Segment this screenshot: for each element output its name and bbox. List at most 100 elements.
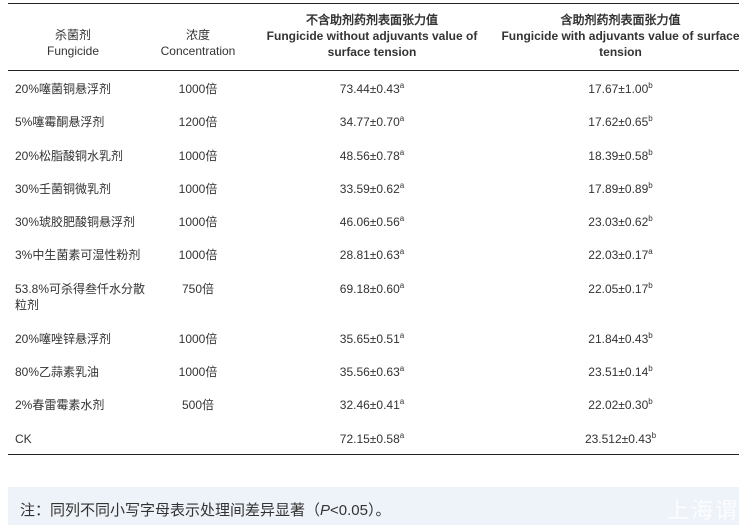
- value: 17.89±0.89: [588, 181, 649, 196]
- significance-letter: a: [399, 280, 405, 290]
- significance-letter: a: [399, 364, 405, 374]
- value: 28.81±0.63: [339, 248, 400, 263]
- value: 35.56±0.63: [339, 365, 400, 380]
- cell-concentration: 1200倍: [178, 115, 218, 130]
- cell-with-adjuvants: 22.02±0.30b: [498, 397, 739, 413]
- cell-with-adjuvants: 22.03±0.17a: [498, 247, 739, 263]
- table-row: 30%琥胶肥酸铜悬浮剂 1000倍 46.06±0.56a 23.03±0.62b: [8, 204, 739, 237]
- cell-without-adjuvants: 35.65±0.51a: [253, 331, 491, 347]
- value: 22.02±0.30: [588, 398, 649, 413]
- value: 21.84±0.43: [588, 331, 649, 346]
- table-row: 5%噻霉酮悬浮剂 1200倍 34.77±0.70a 17.62±0.65b: [8, 104, 739, 137]
- header-fungicide: 杀菌剂 Fungicide: [8, 27, 138, 59]
- value: 22.03±0.17: [588, 248, 649, 263]
- cell-fungicide: 30%壬菌铜微乳剂: [15, 181, 112, 196]
- cell-without-adjuvants: 32.46±0.41a: [253, 397, 491, 413]
- table-row: 20%噻菌铜悬浮剂 1000倍 73.44±0.43a 17.67±1.00b: [8, 71, 739, 104]
- significance-letter: a: [399, 81, 405, 90]
- cell-without-adjuvants: 69.18±0.60a: [253, 281, 491, 297]
- data-table: 杀菌剂 Fungicide 浓度 Concentration 不含助剂药剂表面张力值…: [8, 3, 739, 455]
- significance-letter: b: [648, 214, 653, 224]
- value: 69.18±0.60: [339, 281, 400, 296]
- significance-letter: a: [399, 147, 405, 157]
- significance-letter: b: [648, 364, 653, 374]
- cell-concentration: 1000倍: [178, 331, 218, 346]
- header-with-adjuvants: 含助剂药剂表面张力值 Fungicide with adjuvants value…: [498, 12, 739, 60]
- value: 48.56±0.78: [339, 148, 400, 163]
- value: 46.06±0.56: [339, 215, 400, 230]
- significance-letter: a: [399, 397, 405, 407]
- cell-fungicide: 30%琥胶肥酸铜悬浮剂: [15, 215, 136, 230]
- table-row: 80%乙蒜素乳油 1000倍 35.56±0.63a 23.51±0.14b: [8, 354, 739, 387]
- footnote: 注：同列不同小写字母表示处理间差异显著（P<0.05）。 上海谓: [8, 487, 739, 525]
- significance-letter: b: [651, 430, 657, 440]
- header-en: Fungicide: [46, 44, 100, 58]
- footnote-suffix: <0.05）。: [330, 502, 391, 519]
- significance-letter: b: [648, 280, 653, 290]
- value: 33.59±0.62: [339, 181, 400, 196]
- significance-letter: b: [648, 330, 653, 340]
- value: 23.51±0.14: [588, 365, 649, 380]
- table-body: 20%噻菌铜悬浮剂 1000倍 73.44±0.43a 17.67±1.00b 5%噻霉…: [8, 71, 739, 454]
- cell-with-adjuvants: 23.512±0.43b: [498, 431, 739, 447]
- table-row: 2%春雷霉素水剂 500倍 32.46±0.41a 22.02±0.30b: [8, 387, 739, 420]
- table-row: 20%松脂酸铜水乳剂 1000倍 48.56±0.78a 18.39±0.58b: [8, 138, 739, 171]
- significance-letter: a: [399, 247, 405, 257]
- header-en: Fungicide without adjuvants value of sur…: [266, 29, 478, 59]
- significance-letter: b: [648, 114, 653, 124]
- cell-with-adjuvants: 23.03±0.62b: [498, 214, 739, 230]
- value: 17.62±0.65: [588, 115, 649, 130]
- cell-without-adjuvants: 73.44±0.43a: [253, 81, 491, 97]
- significance-letter: a: [648, 247, 653, 257]
- value: 34.77±0.70: [339, 115, 400, 130]
- cell-concentration: 1000倍: [178, 215, 218, 230]
- cell-without-adjuvants: 34.77±0.70a: [253, 114, 491, 130]
- cell-fungicide: 53.8%可杀得叁仟水分散粒剂: [15, 281, 146, 312]
- cell-fungicide: 20%噻菌铜悬浮剂: [15, 82, 112, 96]
- footnote-p: P: [320, 502, 331, 519]
- watermark: 上海谓: [666, 498, 739, 523]
- significance-letter: b: [648, 180, 653, 190]
- value: 35.65±0.51: [339, 331, 400, 346]
- significance-letter: a: [399, 214, 405, 224]
- cell-with-adjuvants: 17.89±0.89b: [498, 181, 739, 197]
- header-cn: 含助剂药剂表面张力值: [560, 13, 681, 27]
- value: 72.15±0.58: [339, 431, 400, 446]
- footnote-prefix: 注：同列不同小写字母表示处理间差异显著（: [20, 502, 321, 519]
- cell-without-adjuvants: 46.06±0.56a: [253, 214, 491, 230]
- header-cn: 杀菌剂: [54, 28, 91, 42]
- table-row: 20%噻唑锌悬浮剂 1000倍 35.65±0.51a 21.84±0.43b: [8, 321, 739, 354]
- value: 23.03±0.62: [588, 215, 649, 230]
- cell-fungicide: CK: [15, 431, 32, 446]
- cell-without-adjuvants: 33.59±0.62a: [253, 181, 491, 197]
- cell-concentration: 750倍: [181, 281, 215, 296]
- value: 23.512±0.43: [584, 431, 652, 446]
- header-concentration: 浓度 Concentration: [143, 27, 253, 59]
- cell-with-adjuvants: 18.39±0.58b: [498, 148, 739, 164]
- significance-letter: b: [648, 147, 653, 157]
- table-row: 30%壬菌铜微乳剂 1000倍 33.59±0.62a 17.89±0.89b: [8, 171, 739, 204]
- table-row: CK 72.15±0.58a 23.512±0.43b: [8, 421, 739, 454]
- value: 32.46±0.41: [339, 398, 400, 413]
- cell-fungicide: 5%噻霉酮悬浮剂: [15, 115, 105, 130]
- cell-concentration: 1000倍: [178, 82, 218, 96]
- cell-fungicide: 2%春雷霉素水剂: [15, 398, 105, 413]
- table-row: 53.8%可杀得叁仟水分散粒剂 750倍 69.18±0.60a 22.05±0.17…: [8, 271, 739, 321]
- header-en: Concentration: [160, 44, 236, 58]
- significance-letter: a: [399, 180, 405, 190]
- significance-letter: b: [648, 397, 653, 407]
- cell-fungicide: 20%松脂酸铜水乳剂: [15, 148, 124, 163]
- cell-concentration: 1000倍: [178, 181, 218, 196]
- cell-fungicide: 80%乙蒜素乳油: [15, 365, 100, 380]
- cell-concentration: 1000倍: [178, 365, 218, 380]
- significance-letter: b: [648, 81, 653, 90]
- table-row: 3%中生菌素可湿性粉剂 1000倍 28.81±0.63a 22.03±0.17a: [8, 237, 739, 270]
- significance-letter: a: [399, 114, 405, 124]
- value: 22.05±0.17: [588, 281, 649, 296]
- cell-with-adjuvants: 23.51±0.14b: [498, 364, 739, 380]
- cell-without-adjuvants: 72.15±0.58a: [253, 431, 491, 447]
- table-header: 杀菌剂 Fungicide 浓度 Concentration 不含助剂药剂表面张力值…: [8, 4, 739, 71]
- header-cn: 浓度: [185, 28, 210, 42]
- header-without-adjuvants: 不含助剂药剂表面张力值 Fungicide without adjuvants v…: [253, 12, 491, 60]
- cell-concentration: 1000倍: [178, 148, 218, 163]
